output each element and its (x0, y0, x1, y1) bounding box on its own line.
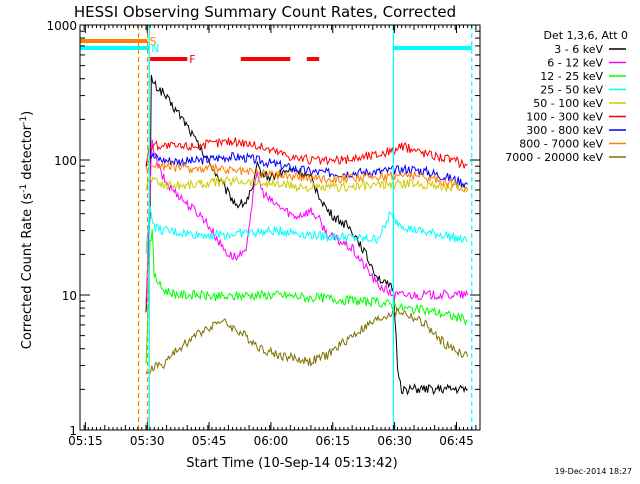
y-tick-label: 1000 (46, 19, 77, 33)
chart-title: HESSI Observing Summary Count Rates, Cor… (74, 3, 456, 21)
series-line (145, 139, 469, 305)
series-layer (145, 74, 469, 396)
footer-date: 19-Dec-2014 18:27 (555, 467, 632, 476)
x-tick-label: 06:45 (439, 434, 474, 448)
legend-label: 7000 - 20000 keV (505, 151, 603, 164)
axis-layer: 05:15 05:30 05:45 06:00 06:15 06:30 06:45 1 10 10… (46, 19, 481, 448)
x-tick-label: 06:15 (315, 434, 350, 448)
flag-label: F (189, 53, 195, 66)
series-line (145, 161, 469, 193)
x-tick-label: 05:30 (130, 434, 165, 448)
flag-layer: SN F (80, 35, 472, 66)
y-tick-label: 1 (69, 424, 77, 438)
series-line (145, 206, 468, 254)
legend-label: 12 - 25 keV (540, 70, 603, 83)
flag-label: S (150, 35, 157, 48)
marker-layer (137, 25, 473, 430)
legend-label: 3 - 6 keV (554, 43, 603, 56)
legend-title: Det 1,3,6, Att 0 (544, 29, 628, 42)
plot-frame (79, 24, 481, 431)
legend-label: 100 - 300 keV (526, 111, 603, 124)
flag-label: N (151, 42, 159, 55)
x-tick-label: 06:30 (377, 434, 412, 448)
x-axis-label: Start Time (10-Sep-14 05:13:42) (186, 456, 397, 471)
legend-label: 300 - 800 keV (526, 124, 603, 137)
series-line (145, 307, 469, 375)
series-line (145, 151, 468, 189)
y-tick-label: 100 (54, 154, 77, 168)
y-tick-label: 10 (62, 289, 77, 303)
series-line (145, 137, 468, 169)
legend-label: 50 - 100 keV (533, 97, 603, 110)
x-tick-label: 05:45 (192, 434, 227, 448)
legend-label: 6 - 12 keV (547, 57, 603, 70)
y-axis-label: Corrected Count Rate (s-1 detector-1) (19, 111, 35, 349)
series-line (145, 175, 469, 193)
x-tick-label: 06:00 (254, 434, 289, 448)
x-tick-label: 05:15 (68, 434, 103, 448)
legend-label: 800 - 7000 keV (519, 138, 603, 151)
series-line (145, 229, 468, 364)
legend-label: 25 - 50 keV (540, 84, 603, 97)
